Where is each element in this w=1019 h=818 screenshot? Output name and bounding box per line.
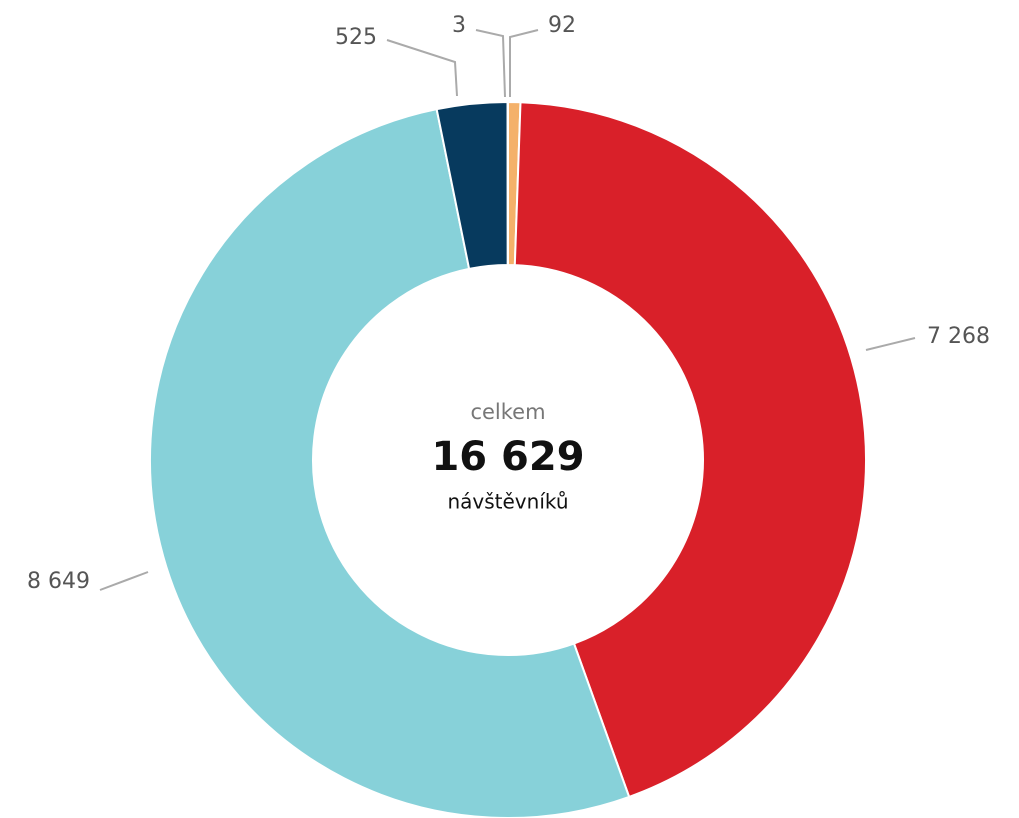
slice	[149, 107, 631, 818]
value-label: 92	[548, 13, 576, 38]
leader-line	[475, 29, 506, 98]
leader-line	[386, 39, 458, 97]
center-top: celkem	[470, 400, 545, 424]
value-label: 3	[452, 13, 466, 38]
leader-line	[509, 29, 539, 97]
leader-line	[99, 571, 149, 591]
leader-line	[865, 337, 916, 351]
value-label: 525	[335, 25, 377, 50]
slice	[513, 101, 867, 799]
value-label: 8 649	[27, 569, 90, 594]
center-value: 16 629	[431, 434, 584, 480]
value-label: 7 268	[927, 324, 990, 349]
center-bottom: návštěvníků	[447, 490, 568, 514]
